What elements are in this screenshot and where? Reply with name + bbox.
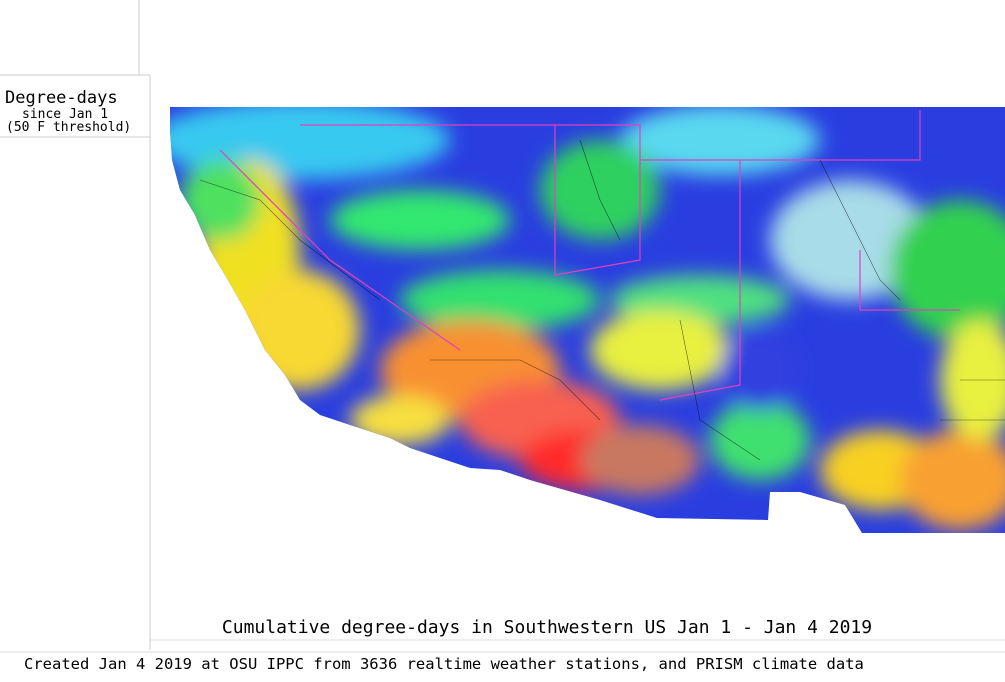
legend-title: Degree-days bbox=[5, 88, 118, 108]
footer: Created Jan 4 2019 at OSU IPPC from 3636… bbox=[24, 655, 864, 673]
caption: Cumulative degree-days in Southwestern U… bbox=[222, 617, 872, 638]
legend-threshold: (50 F threshold) bbox=[6, 120, 131, 135]
map bbox=[170, 107, 1005, 533]
legend-subtitle: since Jan 1 bbox=[22, 107, 108, 122]
